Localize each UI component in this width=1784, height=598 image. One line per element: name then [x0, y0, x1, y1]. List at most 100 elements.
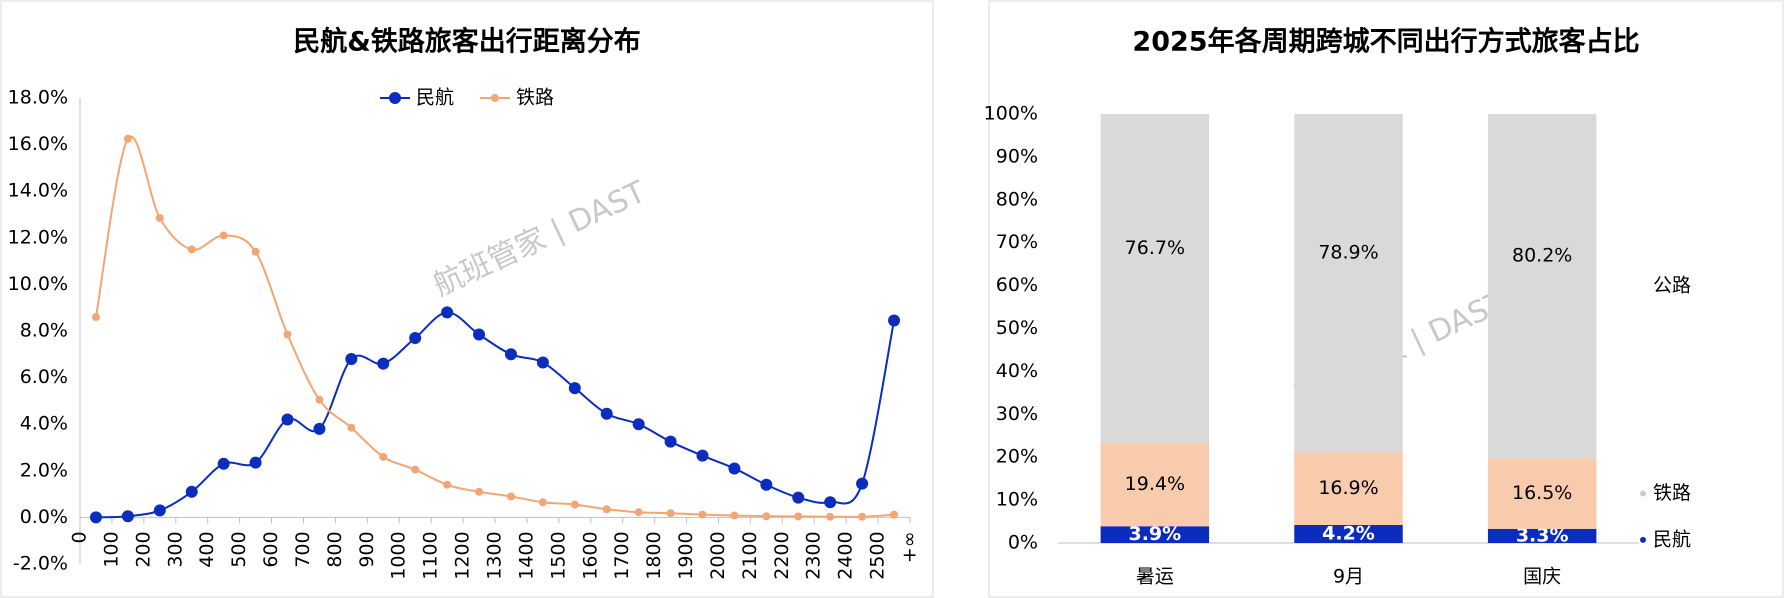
y-tick-label: 0% [1008, 532, 1038, 554]
y-tick-label: 80% [996, 188, 1038, 210]
value-label: 4.2% [1322, 522, 1375, 544]
point [411, 465, 420, 474]
legend-label: 民航 [1653, 528, 1691, 550]
point [379, 452, 388, 461]
y-tick-label: 40% [996, 360, 1038, 382]
legend-label: 铁路 [1653, 482, 1691, 504]
point [219, 231, 228, 240]
point [155, 213, 164, 222]
point [251, 247, 260, 256]
bar-segment [1100, 443, 1210, 527]
x-tick-label: 1900 [675, 531, 697, 579]
x-tick-label: 暑运 [1136, 566, 1174, 588]
watermark: 航班管家 | DAST [428, 174, 652, 303]
y-tick-label: 8.0% [20, 320, 68, 342]
point [794, 512, 803, 521]
point [824, 496, 837, 509]
x-tick-label: 2100 [739, 531, 761, 579]
point [506, 492, 515, 501]
y-tick-label: 60% [996, 274, 1038, 296]
x-tick-label: 2300 [803, 531, 825, 579]
y-tick-label: 70% [996, 231, 1038, 253]
point [473, 328, 486, 341]
point [568, 382, 581, 395]
y-tick-label: 10.0% [8, 273, 68, 295]
point [475, 487, 484, 496]
y-tick-label: 90% [996, 145, 1038, 167]
y-tick-label: 0.0% [20, 506, 68, 528]
x-tick-label: 800 [324, 531, 346, 567]
bar-segment [1294, 114, 1403, 453]
point [666, 509, 675, 518]
value-label: 3.3% [1516, 524, 1569, 546]
point [347, 423, 356, 432]
x-tick-label: 国庆 [1523, 566, 1561, 588]
point [730, 511, 739, 520]
y-tick-label: 18.0% [8, 87, 68, 109]
bar-segment [1487, 114, 1597, 459]
point [123, 134, 132, 143]
point [89, 511, 102, 524]
x-tick-label: 1300 [484, 531, 506, 579]
y-tick-label: 30% [996, 403, 1038, 425]
bar-segment [1100, 114, 1210, 444]
value-label: 16.9% [1318, 477, 1378, 499]
point [153, 504, 166, 517]
point [632, 418, 645, 431]
panel-border [988, 0, 1784, 598]
point [890, 510, 899, 519]
point [664, 435, 677, 448]
x-tick-label: 0 [69, 531, 91, 543]
point [377, 357, 390, 370]
point [313, 422, 326, 435]
point [696, 449, 709, 462]
y-tick-label: 100% [984, 103, 1038, 125]
point [249, 456, 262, 469]
point [283, 330, 292, 339]
point [760, 478, 773, 491]
value-label: 76.7% [1125, 237, 1185, 259]
bar-segment [1100, 526, 1210, 543]
point [121, 510, 134, 523]
line [95, 311, 896, 519]
point [570, 500, 579, 509]
point [345, 352, 358, 365]
point [888, 314, 901, 327]
x-tick-label: 200 [132, 531, 154, 567]
bar-segment [1487, 528, 1597, 543]
legend-marker [1640, 536, 1646, 543]
value-label: 80.2% [1512, 245, 1572, 267]
line [94, 135, 895, 518]
x-tick-label: 2500 [867, 531, 889, 579]
point [217, 457, 230, 470]
point [792, 491, 805, 504]
point [443, 480, 452, 489]
x-tick-label: 700 [292, 531, 314, 567]
panel-border [0, 0, 934, 598]
point [856, 477, 869, 490]
x-tick-label: 300 [164, 531, 186, 567]
point [538, 498, 547, 507]
point [826, 512, 835, 521]
bar-segment [1294, 452, 1403, 525]
x-tick-label: 2200 [771, 531, 793, 579]
x-tick-label: 2000 [707, 531, 729, 579]
x-tick-label: 1500 [547, 531, 569, 579]
legend-label: 铁路 [516, 87, 554, 109]
point [762, 512, 771, 521]
point [698, 510, 707, 519]
value-label: 3.9% [1128, 523, 1181, 545]
point [441, 306, 454, 319]
x-tick-label: 1400 [515, 531, 537, 579]
y-tick-label: 14.0% [8, 180, 68, 202]
y-tick-label: 16.0% [8, 133, 68, 155]
point [91, 313, 100, 322]
point [602, 505, 611, 514]
value-label: 16.5% [1512, 482, 1572, 504]
y-tick-label: 50% [996, 317, 1038, 339]
value-label: 19.4% [1125, 473, 1185, 495]
value-label: 78.9% [1318, 242, 1378, 264]
legend-marker [389, 92, 401, 104]
point [600, 407, 613, 420]
